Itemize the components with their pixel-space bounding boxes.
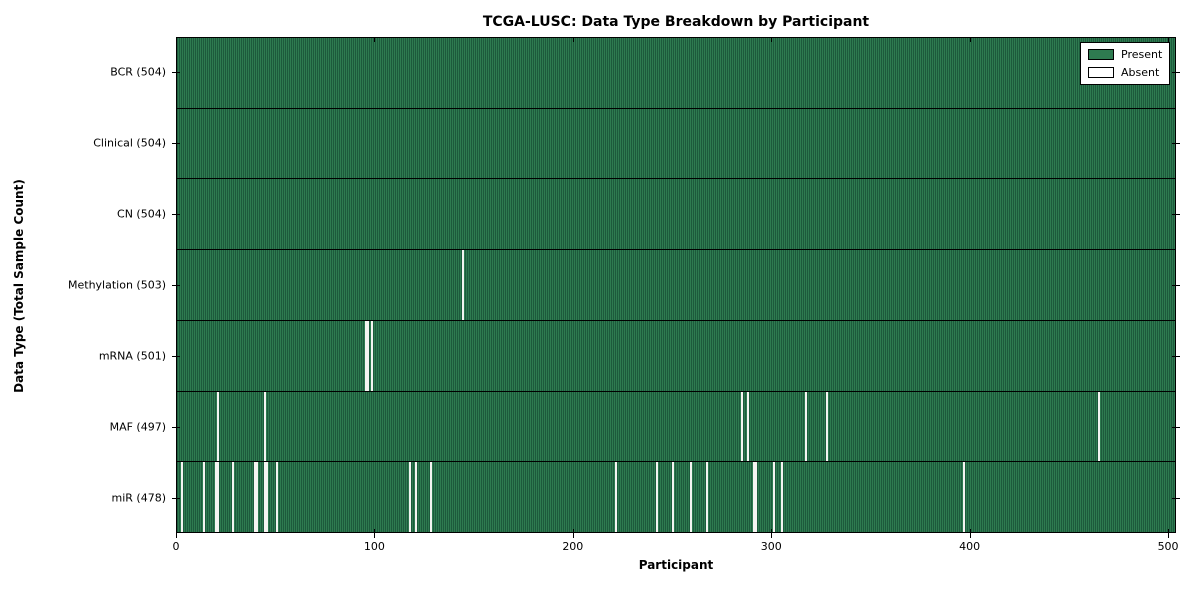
row-CN [177,179,1175,251]
row-label-Clinical: Clinical (504) [93,136,166,150]
y-tick [1172,214,1180,215]
x-tick-label: 0 [172,540,180,553]
absent-stripe [367,320,370,391]
legend-entry-absent: Absent [1088,66,1162,79]
y-tick [1172,285,1180,286]
legend-absent-label: Absent [1121,66,1160,79]
absent-stripe [371,320,374,391]
absent-swatch-icon [1088,67,1114,78]
row-mRNA [177,320,1175,392]
y-tick [1172,356,1180,357]
x-tick-label: 300 [760,540,782,553]
absent-stripe [180,462,183,533]
row-miR [177,462,1175,533]
x-tick-top [374,38,375,42]
absent-stripe [264,391,267,462]
absent-stripe [216,391,219,462]
absent-stripe [254,462,257,533]
absent-stripe [780,462,783,533]
absent-stripe [826,391,829,462]
y-tick [172,356,180,357]
y-tick [172,285,180,286]
y-tick [172,498,180,499]
x-tick [573,529,574,538]
absent-stripe [656,462,659,533]
x-tick-label: 400 [959,540,981,553]
absent-stripe [747,391,750,462]
absent-stripe [689,462,692,533]
x-tick-top [771,38,772,42]
absent-stripe [266,462,269,533]
row-MAF [177,391,1175,463]
row-label-CN: CN (504) [117,207,166,221]
chart-title: TCGA-LUSC: Data Type Breakdown by Partic… [482,14,870,30]
x-tick [970,529,971,538]
absent-stripe [365,320,368,391]
absent-stripe [216,462,219,533]
x-tick-top [176,38,177,42]
x-tick-label: 100 [363,540,385,553]
y-tick [172,427,180,428]
x-tick-label: 200 [562,540,584,553]
x-tick [1168,529,1169,538]
row-label-mRNA: mRNA (501) [98,349,166,363]
y-tick [1172,72,1180,73]
legend: Present Absent [1080,42,1170,85]
row-label-BCR: BCR (504) [110,65,166,79]
y-tick [172,72,180,73]
x-tick [771,529,772,538]
row-label-Methylation: Methylation (503) [68,278,166,292]
absent-stripe [232,462,235,533]
absent-stripe [462,250,465,320]
present-swatch-icon [1088,49,1114,60]
absent-stripe [264,462,267,533]
legend-present-label: Present [1121,48,1163,61]
y-tick [1172,498,1180,499]
absent-stripe [705,462,708,533]
absent-stripe [753,462,756,533]
x-tick-label: 500 [1157,540,1179,553]
x-axis-label: Participant [638,558,714,572]
row-Methylation [177,250,1175,321]
absent-stripe [408,462,411,533]
absent-stripe [256,462,259,533]
y-tick [172,143,180,144]
x-tick-top [970,38,971,42]
x-tick [176,529,177,538]
row-Clinical [177,108,1175,180]
absent-stripe [755,462,758,533]
absent-stripe [804,391,807,462]
absent-stripe [202,462,205,533]
row-label-miR: miR (478) [111,491,167,505]
x-tick-top [573,38,574,42]
absent-stripe [1097,391,1100,462]
legend-entry-present: Present [1088,48,1162,61]
y-tick [1172,143,1180,144]
x-tick-top [1168,38,1169,42]
absent-stripe [672,462,675,533]
x-tick [374,529,375,538]
row-label-MAF: MAF (497) [109,420,166,434]
absent-stripe [963,462,966,533]
y-tick [172,214,180,215]
y-tick [1172,427,1180,428]
absent-stripe [414,462,417,533]
absent-stripe [214,462,217,533]
absent-stripe [614,462,617,533]
absent-stripe [276,462,278,533]
absent-stripe [741,391,744,462]
plot-area [176,37,1176,533]
row-BCR [177,38,1175,109]
absent-stripe [773,462,776,533]
absent-stripe [430,462,433,533]
